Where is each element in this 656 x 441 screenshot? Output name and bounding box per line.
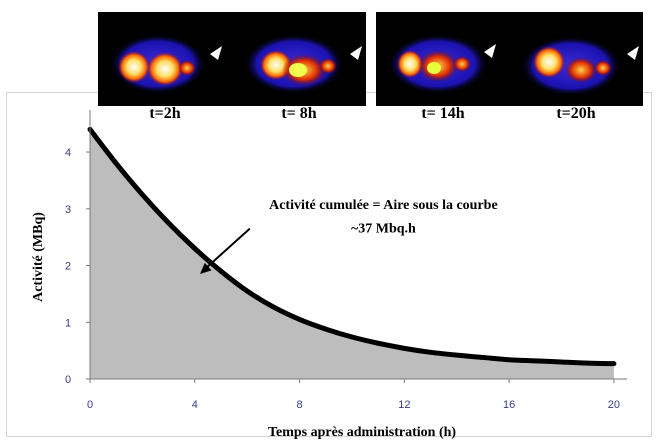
y-tick-label: 1 — [65, 317, 71, 329]
annotation-text: Activité cumulée = Aire sous la courbe — [269, 198, 498, 213]
y-tick-label: 0 — [65, 374, 71, 386]
annotation-arrow-line — [205, 227, 251, 269]
arrowhead-marker-icon — [210, 46, 222, 60]
arrowhead-marker-icon — [484, 44, 496, 58]
y-tick-label: 3 — [65, 204, 71, 216]
y-tick-label: 2 — [65, 261, 71, 273]
x-tick-label: 20 — [608, 399, 620, 411]
arrowhead-marker-icon — [627, 46, 639, 60]
x-tick-label: 12 — [398, 399, 410, 411]
x-tick-label: 4 — [192, 399, 198, 411]
scan-label-14h: t= 14h — [421, 105, 465, 122]
x-tick-label: 8 — [296, 399, 302, 411]
activity-curve-line — [87, 126, 617, 367]
x-tick-label: 16 — [503, 399, 515, 411]
scan-image-2h — [98, 12, 232, 106]
scan-image-8h — [232, 12, 366, 106]
annotation-arrowhead-icon — [200, 262, 212, 275]
annotation-text: ~37 Mbq.h — [351, 222, 416, 237]
area-under-curve — [90, 129, 614, 379]
scan-image-20h — [509, 12, 643, 106]
x-tick-label: 0 — [87, 399, 93, 411]
y-tick-label: 4 — [65, 147, 71, 159]
x-axis-title: Temps après administration (h) — [268, 425, 456, 440]
y-axis-title: Activité (MBq) — [31, 212, 46, 302]
scan-image-14h — [376, 12, 510, 106]
scan-label-8h: t= 8h — [281, 105, 317, 122]
arrowhead-marker-icon — [350, 46, 362, 60]
scan-label-20h: t=20h — [556, 105, 596, 122]
scan-label-2h: t=2h — [149, 105, 181, 122]
